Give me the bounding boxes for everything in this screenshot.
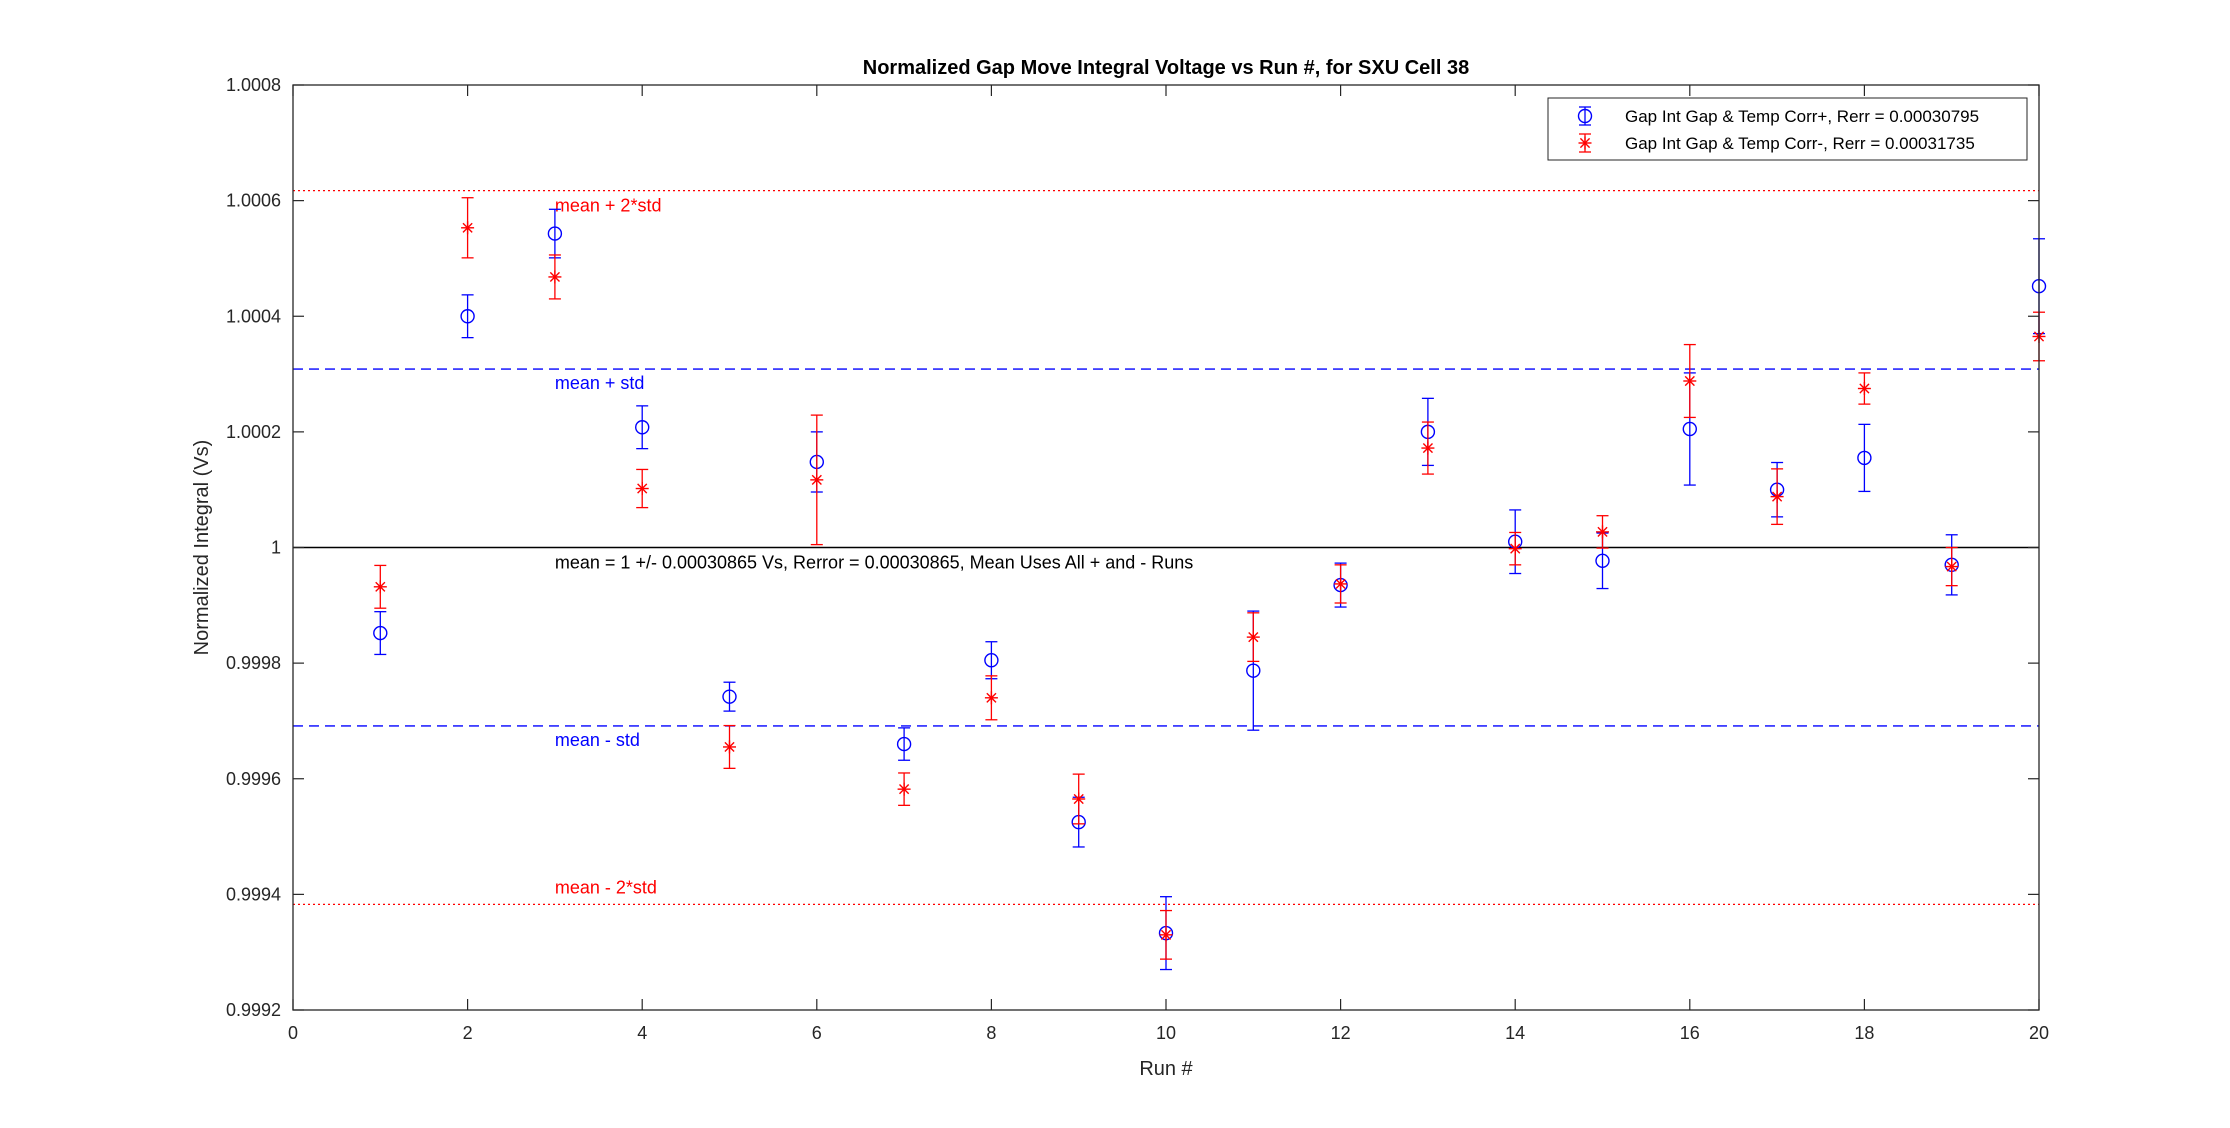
y-tick-label: 1.0006 (226, 191, 281, 211)
data-point (984, 653, 999, 668)
marker-stroke (1684, 375, 1695, 387)
marker-stroke (986, 692, 997, 703)
data-point (461, 221, 475, 235)
data-point (1072, 792, 1086, 806)
chart-title: Normalized Gap Move Integral Voltage vs … (863, 57, 1469, 79)
marker-stroke (1772, 491, 1783, 502)
y-axis: 0.9992 0.9994 0.9996 0.9998 1 1.0002 1.0004 1.0… (226, 75, 2039, 1020)
data-point (1857, 450, 1872, 466)
marker-stroke (1422, 442, 1433, 454)
marker-stroke (1597, 526, 1608, 537)
y-tick-label: 1.0002 (226, 422, 281, 442)
x-tick-label: 14 (1505, 1023, 1525, 1043)
data-point (722, 689, 737, 704)
x-tick-label: 6 (812, 1023, 822, 1043)
data-point (1682, 421, 1698, 437)
data-point (373, 625, 388, 641)
reference-line-label: mean = 1 +/- 0.00030865 Vs, Rerror = 0.0… (555, 553, 1193, 573)
x-axis: 0 2 4 6 8 10 12 14 16 18 20 (288, 85, 2049, 1043)
marker-stroke (899, 784, 910, 795)
marker-stroke (1248, 632, 1259, 643)
data-point (1246, 663, 1261, 678)
reference-line-label: mean - std (555, 730, 640, 750)
data-point (1334, 577, 1348, 591)
marker-stroke (462, 222, 473, 233)
data-point (1857, 382, 1871, 396)
x-tick-label: 10 (1156, 1023, 1176, 1043)
marker-stroke (811, 474, 822, 485)
marker-stroke (375, 581, 386, 592)
data-point (1596, 525, 1609, 539)
reference-line-label: mean - 2*std (555, 877, 657, 897)
data-point (1246, 630, 1260, 644)
legend-item: Gap Int Gap & Temp Corr+, Rerr = 0.00030… (1577, 106, 1979, 126)
data-point (1595, 553, 1610, 568)
x-tick-label: 16 (1680, 1023, 1700, 1043)
y-tick-label: 0.9992 (226, 1000, 281, 1020)
series (373, 197, 2046, 960)
data-point (547, 226, 563, 241)
x-tick-label: 18 (1854, 1023, 1874, 1043)
data-point (1770, 490, 1784, 504)
y-tick-label: 1 (271, 538, 281, 558)
y-tick-label: 0.9994 (226, 884, 281, 904)
x-tick-label: 8 (986, 1023, 996, 1043)
data-point (810, 473, 824, 487)
data-point (460, 309, 475, 324)
x-tick-label: 0 (288, 1023, 298, 1043)
data-point (548, 270, 562, 284)
data-point (723, 740, 736, 754)
x-tick-label: 2 (463, 1023, 473, 1043)
y-tick-label: 1.0004 (226, 306, 281, 326)
marker-stroke (549, 271, 560, 283)
data-point (1945, 560, 1959, 574)
data-series (373, 197, 2047, 971)
data-point (635, 420, 650, 435)
y-tick-label: 0.9998 (226, 653, 281, 673)
data-point (896, 736, 912, 752)
legend-marker (1578, 136, 1592, 150)
data-point (1683, 374, 1697, 388)
legend: Gap Int Gap & Temp Corr+, Rerr = 0.00030… (1547, 97, 2028, 161)
data-point (897, 782, 911, 796)
marker-stroke (637, 483, 648, 494)
legend-item: Gap Int Gap & Temp Corr-, Rerr = 0.00031… (1578, 133, 1975, 153)
x-tick-label: 20 (2029, 1023, 2049, 1043)
legend-label: Gap Int Gap & Temp Corr-, Rerr = 0.00031… (1625, 134, 1975, 153)
data-point (1421, 441, 1435, 455)
data-point (1159, 928, 1173, 942)
data-point (984, 691, 998, 705)
marker-stroke (1579, 137, 1591, 149)
reference-lines (293, 189, 2039, 906)
y-tick-label: 0.9996 (226, 769, 281, 789)
marker-stroke (1073, 793, 1084, 805)
reference-labels: mean + 2*std mean + std mean = 1 +/- 0.000… (555, 196, 1193, 898)
marker-stroke (724, 741, 735, 753)
marker-stroke (1510, 543, 1521, 554)
legend-box (1547, 97, 2028, 161)
marker-stroke (1335, 578, 1346, 590)
data-point (1508, 542, 1522, 556)
x-axis-label: Run # (1139, 1058, 1193, 1080)
data-point (635, 482, 649, 496)
legend-label: Gap Int Gap & Temp Corr+, Rerr = 0.00030… (1625, 107, 1979, 126)
marker-stroke (1160, 929, 1172, 940)
reference-line-label: mean + 2*std (555, 196, 662, 216)
y-tick-label: 1.0008 (226, 75, 281, 95)
y-axis-label: Normalized Integral (Vs) (191, 440, 213, 656)
x-tick-label: 4 (637, 1023, 647, 1043)
marker-stroke (1859, 383, 1870, 394)
legend-marker (1577, 108, 1593, 124)
data-point (373, 580, 387, 594)
reference-line-label: mean + std (555, 373, 645, 393)
x-tick-label: 12 (1331, 1023, 1351, 1043)
marker-stroke (1946, 561, 1957, 572)
